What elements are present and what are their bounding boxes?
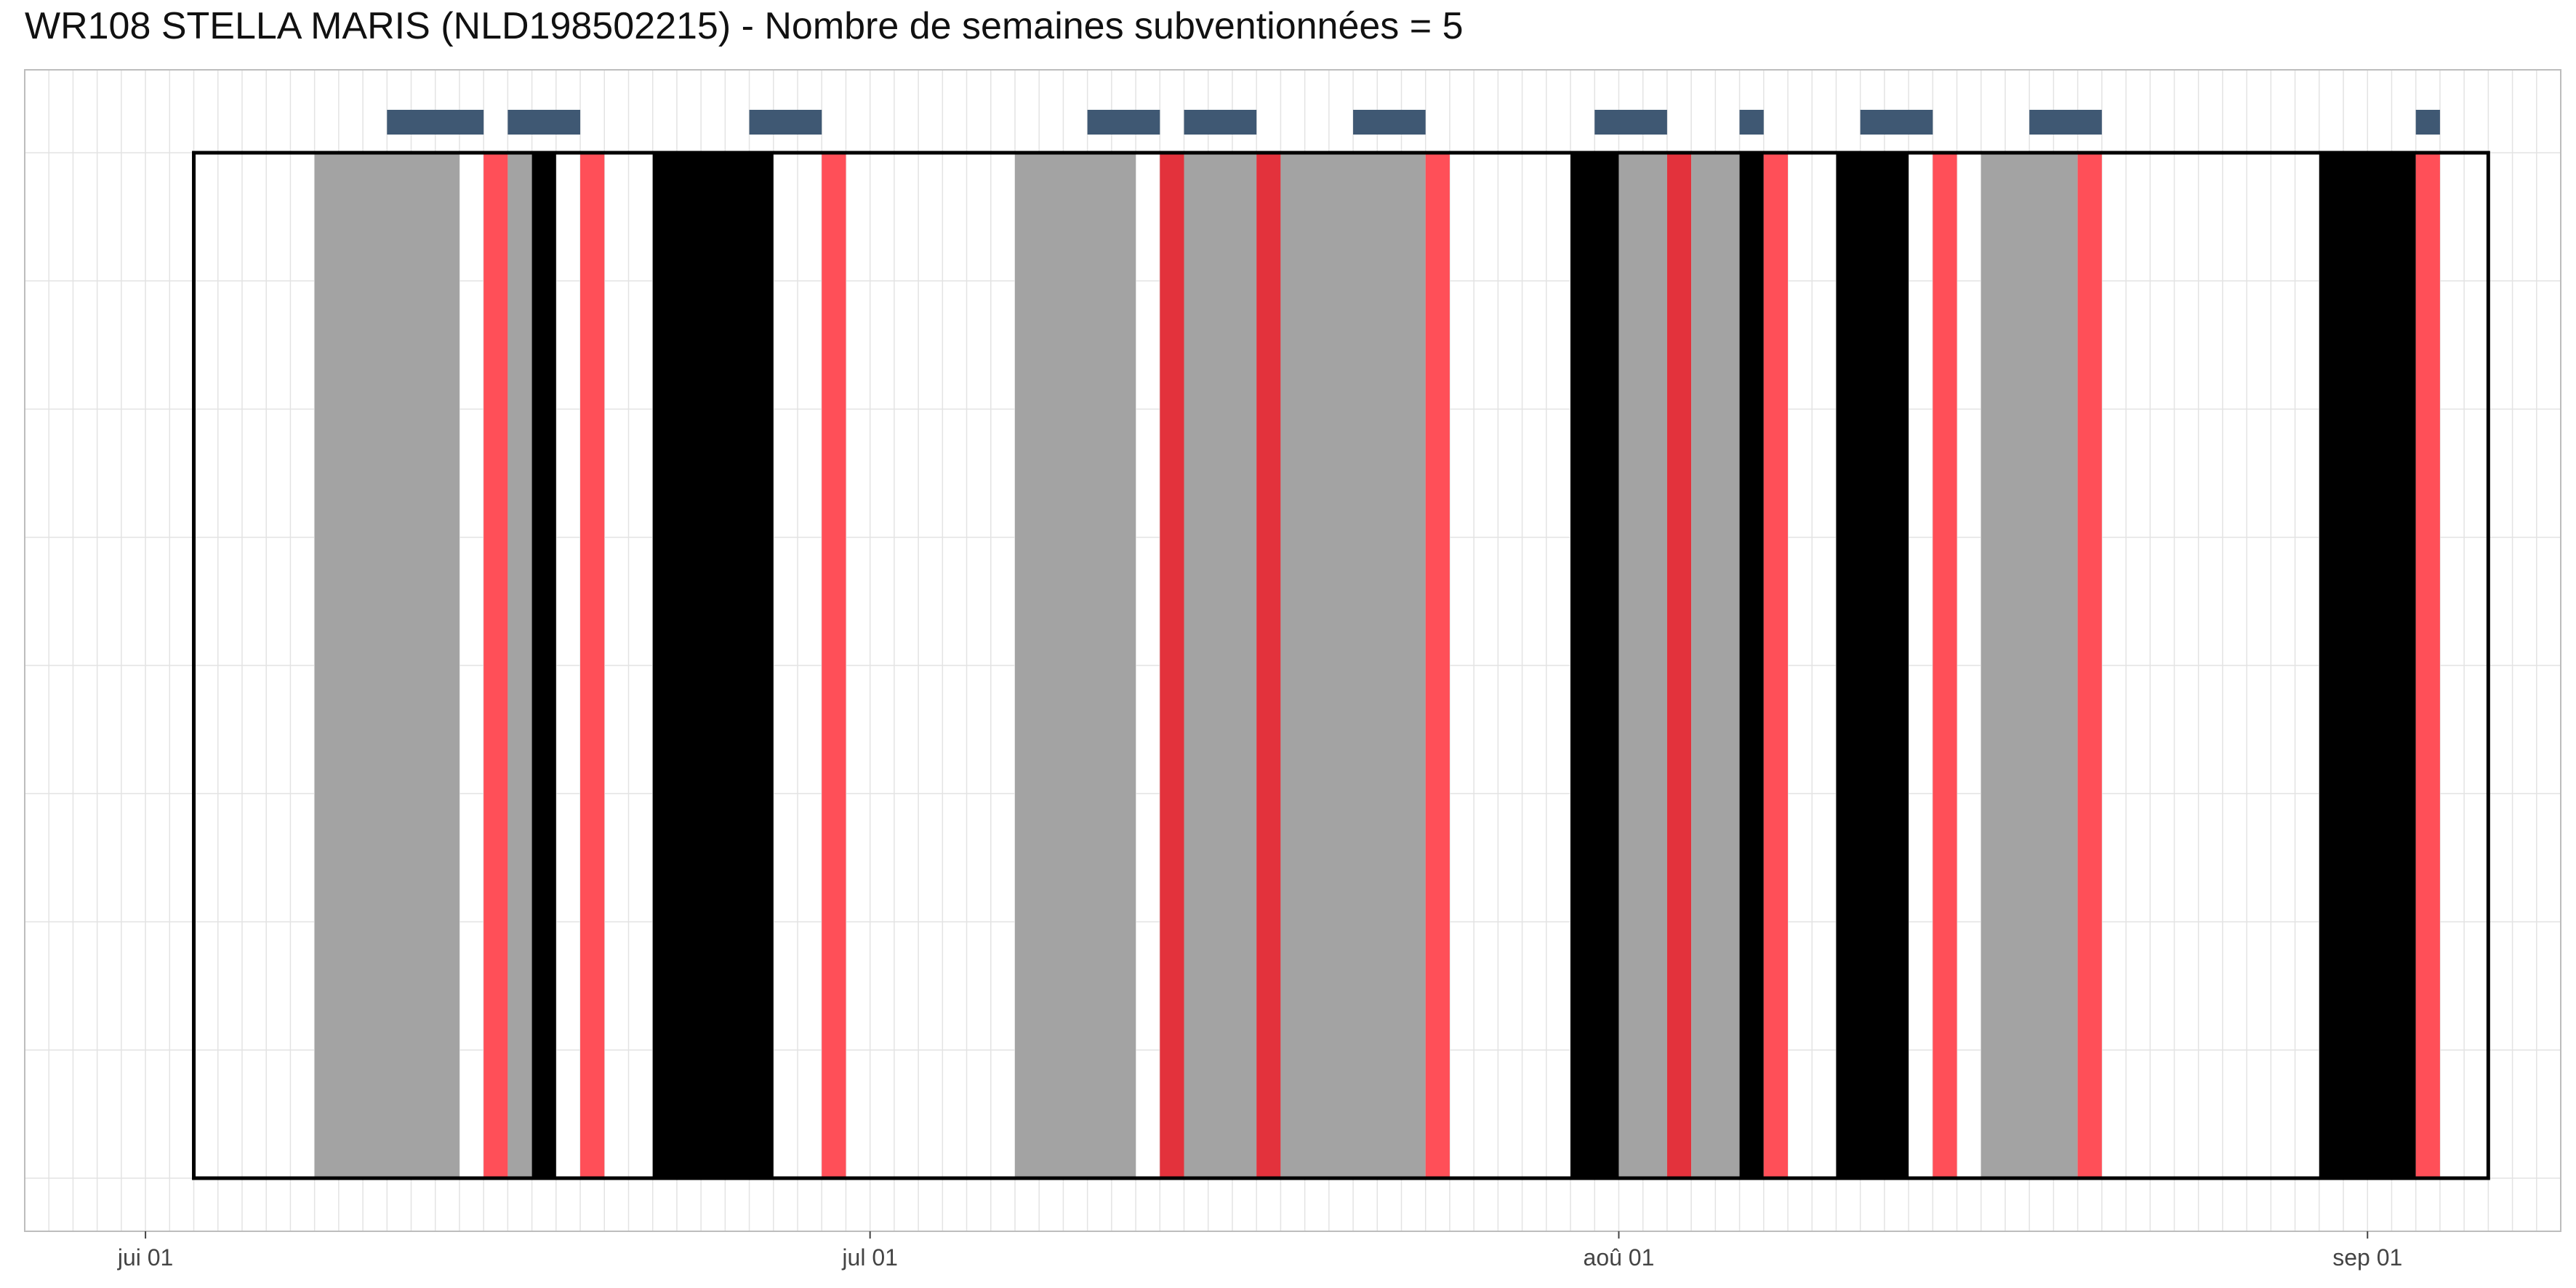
segment-red bbox=[1425, 153, 1450, 1178]
segment-gray bbox=[1280, 153, 1426, 1178]
x-axis-tick-label: jui 01 bbox=[117, 1244, 174, 1271]
segment-red bbox=[1763, 153, 1788, 1178]
segment-gray bbox=[1014, 153, 1136, 1178]
segment-red_dark bbox=[1160, 153, 1184, 1178]
segment-black bbox=[1739, 153, 1764, 1178]
segment-black bbox=[531, 153, 556, 1178]
segment-black bbox=[1836, 153, 1909, 1178]
plot-panel-layer bbox=[24, 69, 2561, 1232]
top-bar bbox=[1739, 110, 1764, 135]
segment-gray bbox=[1184, 153, 1257, 1178]
segment-red bbox=[1933, 153, 1957, 1178]
top-bar bbox=[387, 110, 484, 135]
period-outline bbox=[192, 151, 2490, 1180]
x-axis: jui 01 jul 01 aoû 01 sep 01 bbox=[117, 1231, 2402, 1271]
segment-red bbox=[483, 153, 508, 1178]
segment-gray bbox=[314, 153, 460, 1178]
segment-black bbox=[2319, 153, 2416, 1178]
segment-red bbox=[580, 153, 605, 1178]
top-bar bbox=[1184, 110, 1257, 135]
top-bar bbox=[2029, 110, 2102, 135]
plot-panel-border bbox=[24, 69, 2561, 1232]
top-bar bbox=[1594, 110, 1667, 135]
top-bar bbox=[507, 110, 581, 135]
x-axis-tick-label: aoû 01 bbox=[1584, 1244, 1655, 1271]
segment-gray bbox=[1981, 153, 2078, 1178]
top-bar bbox=[1353, 110, 1426, 135]
segment-gray bbox=[507, 153, 532, 1178]
segment-gray bbox=[1618, 153, 1667, 1178]
x-axis-tick-label: jul 01 bbox=[841, 1244, 898, 1271]
segment-red bbox=[2415, 153, 2440, 1178]
segment-black bbox=[1570, 153, 1619, 1178]
top-bar bbox=[1860, 110, 1933, 135]
top-bar bbox=[1087, 110, 1160, 135]
segment-red_dark bbox=[1256, 153, 1281, 1178]
segment-red bbox=[2077, 153, 2102, 1178]
segment-red_dark bbox=[1666, 153, 1692, 1178]
top-bar bbox=[2415, 110, 2440, 135]
top-bars bbox=[387, 110, 2440, 135]
top-bar bbox=[749, 110, 822, 135]
x-axis-tick-label: sep 01 bbox=[2332, 1244, 2402, 1271]
period-segments bbox=[314, 153, 2440, 1178]
chart-title: WR108 STELLA MARIS (NLD198502215) - Nomb… bbox=[25, 5, 1464, 47]
segment-red bbox=[822, 153, 846, 1178]
segment-black bbox=[652, 153, 774, 1178]
period-outline-layer bbox=[192, 151, 2490, 1180]
segment-gray bbox=[1691, 153, 1740, 1178]
